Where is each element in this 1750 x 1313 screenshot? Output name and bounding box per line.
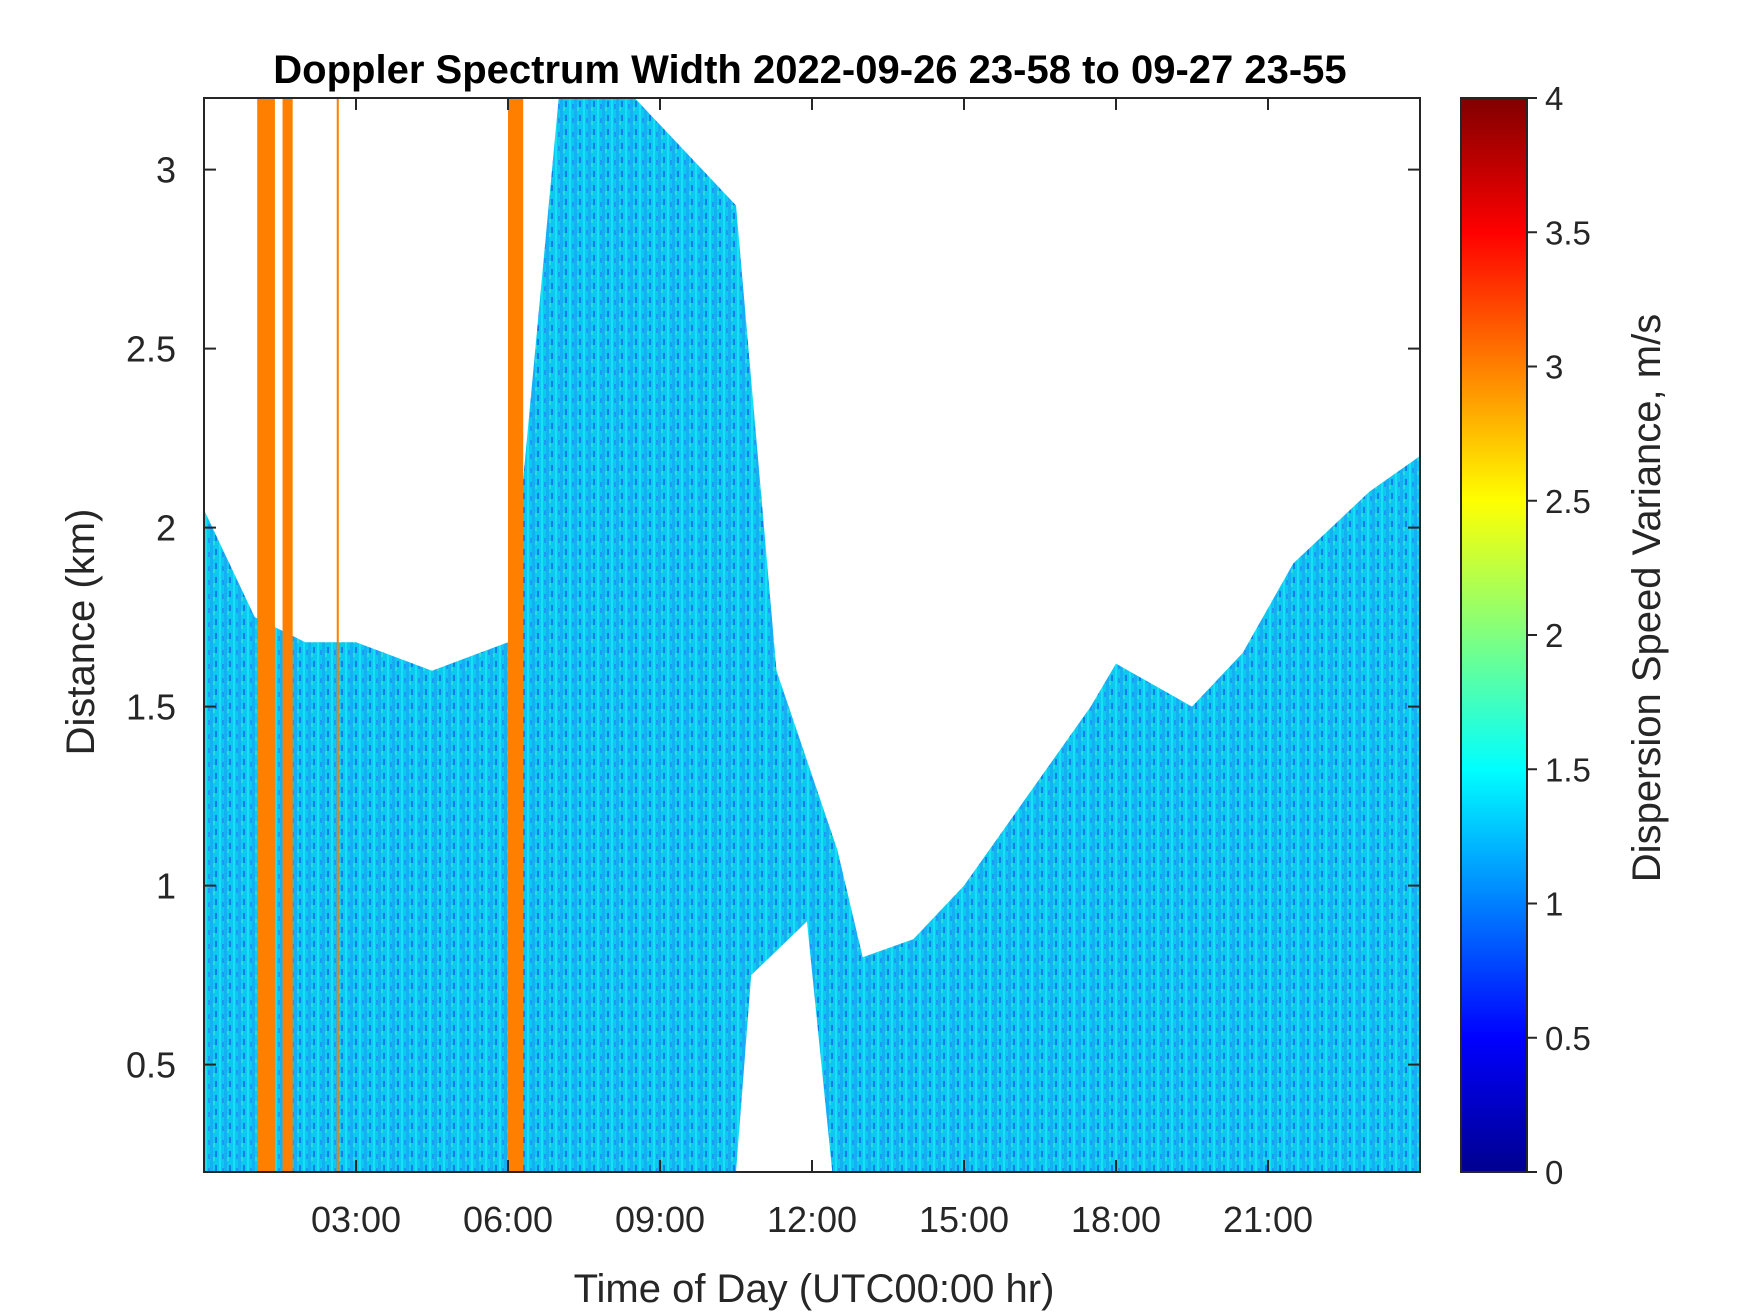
x-tick-label: 09:00 [615, 1199, 705, 1240]
x-tick-label: 18:00 [1071, 1199, 1161, 1240]
y-tick-label: 0.5 [126, 1045, 176, 1086]
y-tick-label: 1 [156, 866, 176, 907]
x-tick-label: 21:00 [1223, 1199, 1313, 1240]
y-tick-label: 2.5 [126, 329, 176, 370]
heatmap-layer [204, 98, 1420, 1172]
x-axis-label: Time of Day (UTC00:00 hr) [574, 1267, 1055, 1311]
colorbar-label: Dispersion Speed Variance, m/s [1625, 314, 1669, 882]
high-variance-column [257, 98, 275, 1172]
y-axis-label: Distance (km) [59, 509, 103, 756]
high-variance-column [508, 98, 524, 1172]
x-tick-label: 15:00 [919, 1199, 1009, 1240]
colorbar-tick-label: 4 [1545, 80, 1563, 117]
high-variance-column [282, 98, 293, 1172]
y-tick-label: 2 [156, 508, 176, 549]
chart-title: Doppler Spectrum Width 2022-09-26 23-58 … [273, 48, 1346, 92]
colorbar-tick-label: 3.5 [1545, 214, 1591, 251]
x-tick-label: 03:00 [311, 1199, 401, 1240]
colorbar-tick-label: 0 [1545, 1154, 1563, 1191]
colorbar [1460, 97, 1528, 1173]
colorbar-tick-label: 1 [1545, 886, 1563, 923]
x-tick-label: 06:00 [463, 1199, 553, 1240]
colorbar-tick-label: 1.5 [1545, 751, 1591, 788]
x-axis: 03:00 06:00 09:00 12:00 15:00 18:00 21:00 [311, 98, 1313, 1240]
x-tick-label: 12:00 [767, 1199, 857, 1240]
colorbar-tick-label: 2 [1545, 617, 1563, 654]
y-tick-label: 1.5 [126, 687, 176, 728]
colorbar-tick-label: 0.5 [1545, 1020, 1591, 1057]
data-gap-region [736, 921, 833, 1172]
y-axis: 0.5 1 1.5 2 2.5 3 [126, 150, 1420, 1086]
high-variance-column [336, 98, 339, 1172]
colorbar-tick-label: 2.5 [1545, 483, 1591, 520]
colorbar-axis: 0 0.5 1 1.5 2 2.5 3 3.5 4 [1527, 80, 1591, 1191]
y-tick-label: 3 [156, 150, 176, 191]
colorbar-tick-label: 3 [1545, 349, 1563, 386]
